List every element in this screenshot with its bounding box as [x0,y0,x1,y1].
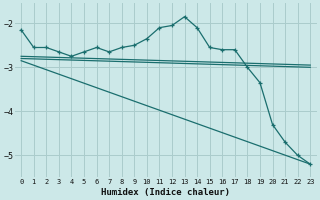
X-axis label: Humidex (Indice chaleur): Humidex (Indice chaleur) [101,188,230,197]
